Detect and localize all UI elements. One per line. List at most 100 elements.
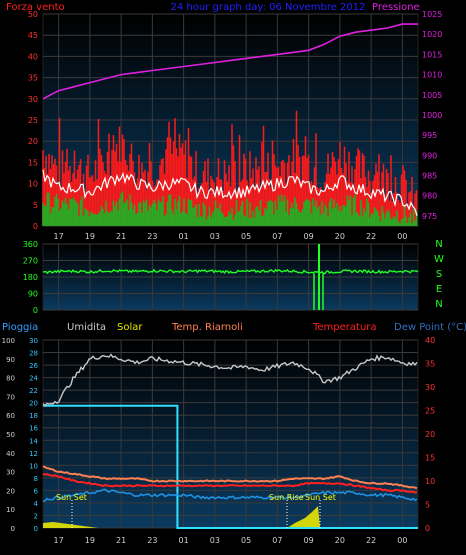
rain-tick-label: 20 (29, 400, 38, 408)
panel2-series (42, 244, 419, 310)
temp-tick-label: 0 (425, 524, 430, 533)
humidity-tick-label: 40 (6, 450, 15, 458)
humidity-tick-label: 90 (6, 356, 15, 364)
solar-area (287, 506, 320, 528)
x-tick-label: 20 (335, 536, 345, 545)
x-tick-label: 22 (366, 536, 376, 545)
left-tick-label: 45 (28, 31, 38, 40)
rain-tick-label: 28 (29, 350, 38, 358)
x-tick-label: 09 (304, 536, 314, 545)
x-tick-label: 03 (210, 536, 220, 545)
rain-line (43, 404, 418, 529)
left-tick-label: 15 (28, 158, 38, 167)
rain-tick-label: 16 (29, 425, 38, 433)
x-tick-label: 01 (179, 536, 189, 545)
x-tick-label: 20 (335, 232, 345, 241)
x-tick-label: 03 (210, 232, 220, 241)
pressure-line (42, 23, 418, 100)
temp-tick-label: 10 (425, 477, 435, 486)
temp-tick-label: 25 (425, 407, 435, 416)
rain-tick-label: 12 (29, 450, 38, 458)
x-tick-label: 19 (85, 232, 95, 241)
temp-tick-label: 40 (425, 336, 435, 345)
x-tick-label: 07 (272, 232, 282, 241)
humidity-tick-label: 0 (11, 525, 15, 533)
temperature-line (42, 472, 418, 494)
humidity-tick-label: 10 (6, 506, 15, 514)
wind-direction-line (42, 268, 419, 275)
annotation-sun-set-2: Sun Set (305, 493, 336, 502)
legend-humidity: Umidita (67, 322, 106, 333)
x-tick-label: 05 (241, 536, 251, 545)
humidity-tick-label: 100 (2, 337, 15, 345)
x-tick-label: 23 (147, 536, 157, 545)
rain-tick-label: 10 (29, 462, 38, 470)
x-tick-label: 23 (147, 232, 157, 241)
dir-tick-label: 90 (28, 290, 38, 299)
rain-tick-label: 18 (29, 412, 38, 420)
right-tick-label: 995 (422, 131, 437, 140)
right-tick-label: 990 (422, 151, 437, 160)
right-tick-label: 1025 (422, 10, 442, 19)
right-tick-label: 980 (422, 192, 437, 201)
temp-tick-label: 30 (425, 383, 435, 392)
wind-line (42, 169, 418, 216)
humidity-tick-label: 50 (6, 431, 15, 439)
humidity-tick-label: 20 (6, 487, 15, 495)
pressure-label: Pressione (372, 2, 420, 13)
legend-solar: Solar (117, 322, 143, 333)
left-tick-label: 50 (28, 10, 38, 19)
right-tick-label: 975 (422, 212, 437, 221)
right-tick-label: 1010 (422, 71, 442, 80)
rain-tick-label: 14 (29, 437, 38, 445)
rain-tick-label: 8 (34, 475, 38, 483)
temp-tick-label: 35 (425, 360, 435, 369)
right-tick-label: 1015 (422, 50, 442, 59)
rain-tick-label: 24 (29, 375, 38, 383)
dir-tick-label: 0 (33, 306, 38, 315)
humidity-tick-label: 30 (6, 469, 15, 477)
left-tick-label: 35 (28, 74, 38, 83)
left-tick-label: 10 (28, 180, 38, 189)
left-tick-label: 5 (33, 201, 38, 210)
left-tick-label: 40 (28, 52, 38, 61)
x-tick-label: 00 (397, 536, 407, 545)
temp-tick-label: 15 (425, 454, 435, 463)
rain-tick-label: 30 (29, 337, 38, 345)
temp-tick-label: 20 (425, 430, 435, 439)
x-tick-label: 05 (241, 232, 251, 241)
humidity-line (42, 353, 418, 407)
legend-temp-riarnoli: Temp. Riarnoli (171, 322, 243, 333)
temp-tick-label: 5 (425, 501, 430, 510)
panel1-series (42, 23, 418, 226)
x-tick-label: 19 (85, 536, 95, 545)
right-tick-label: 1005 (422, 91, 442, 100)
humidity-tick-label: 60 (6, 412, 15, 420)
temp-riarnoli-line (42, 465, 418, 490)
right-tick-label: 985 (422, 172, 437, 181)
rain-tick-label: 0 (34, 525, 38, 533)
x-tick-label: 09 (304, 232, 314, 241)
x-tick-label: 17 (54, 536, 64, 545)
annotation-sun-set-1: Sun Set (56, 493, 87, 502)
rain-tick-label: 22 (29, 387, 38, 395)
compass-label: S (436, 269, 442, 280)
dir-tick-label: 270 (23, 257, 38, 266)
legend-temperature: Temperatura (312, 322, 377, 333)
left-tick-label: 20 (28, 137, 38, 146)
x-tick-label: 01 (179, 232, 189, 241)
wind-label: Forza vento (6, 2, 65, 13)
dir-tick-label: 180 (23, 273, 38, 282)
left-tick-label: 25 (28, 116, 38, 125)
compass-label: N (435, 299, 442, 310)
chart-title: 24 hour graph day: 06 Novembre 2012 (171, 2, 366, 13)
dir-tick-label: 360 (23, 240, 38, 249)
rain-tick-label: 6 (34, 487, 39, 495)
rain-tick-label: 4 (34, 500, 39, 508)
dew-point-line (42, 488, 418, 502)
x-tick-label: 22 (366, 232, 376, 241)
axis-ticks: 0510152025303540455097598098599099510001… (2, 10, 444, 545)
panel2-grid (43, 243, 418, 311)
rain-tick-label: 26 (29, 362, 38, 370)
